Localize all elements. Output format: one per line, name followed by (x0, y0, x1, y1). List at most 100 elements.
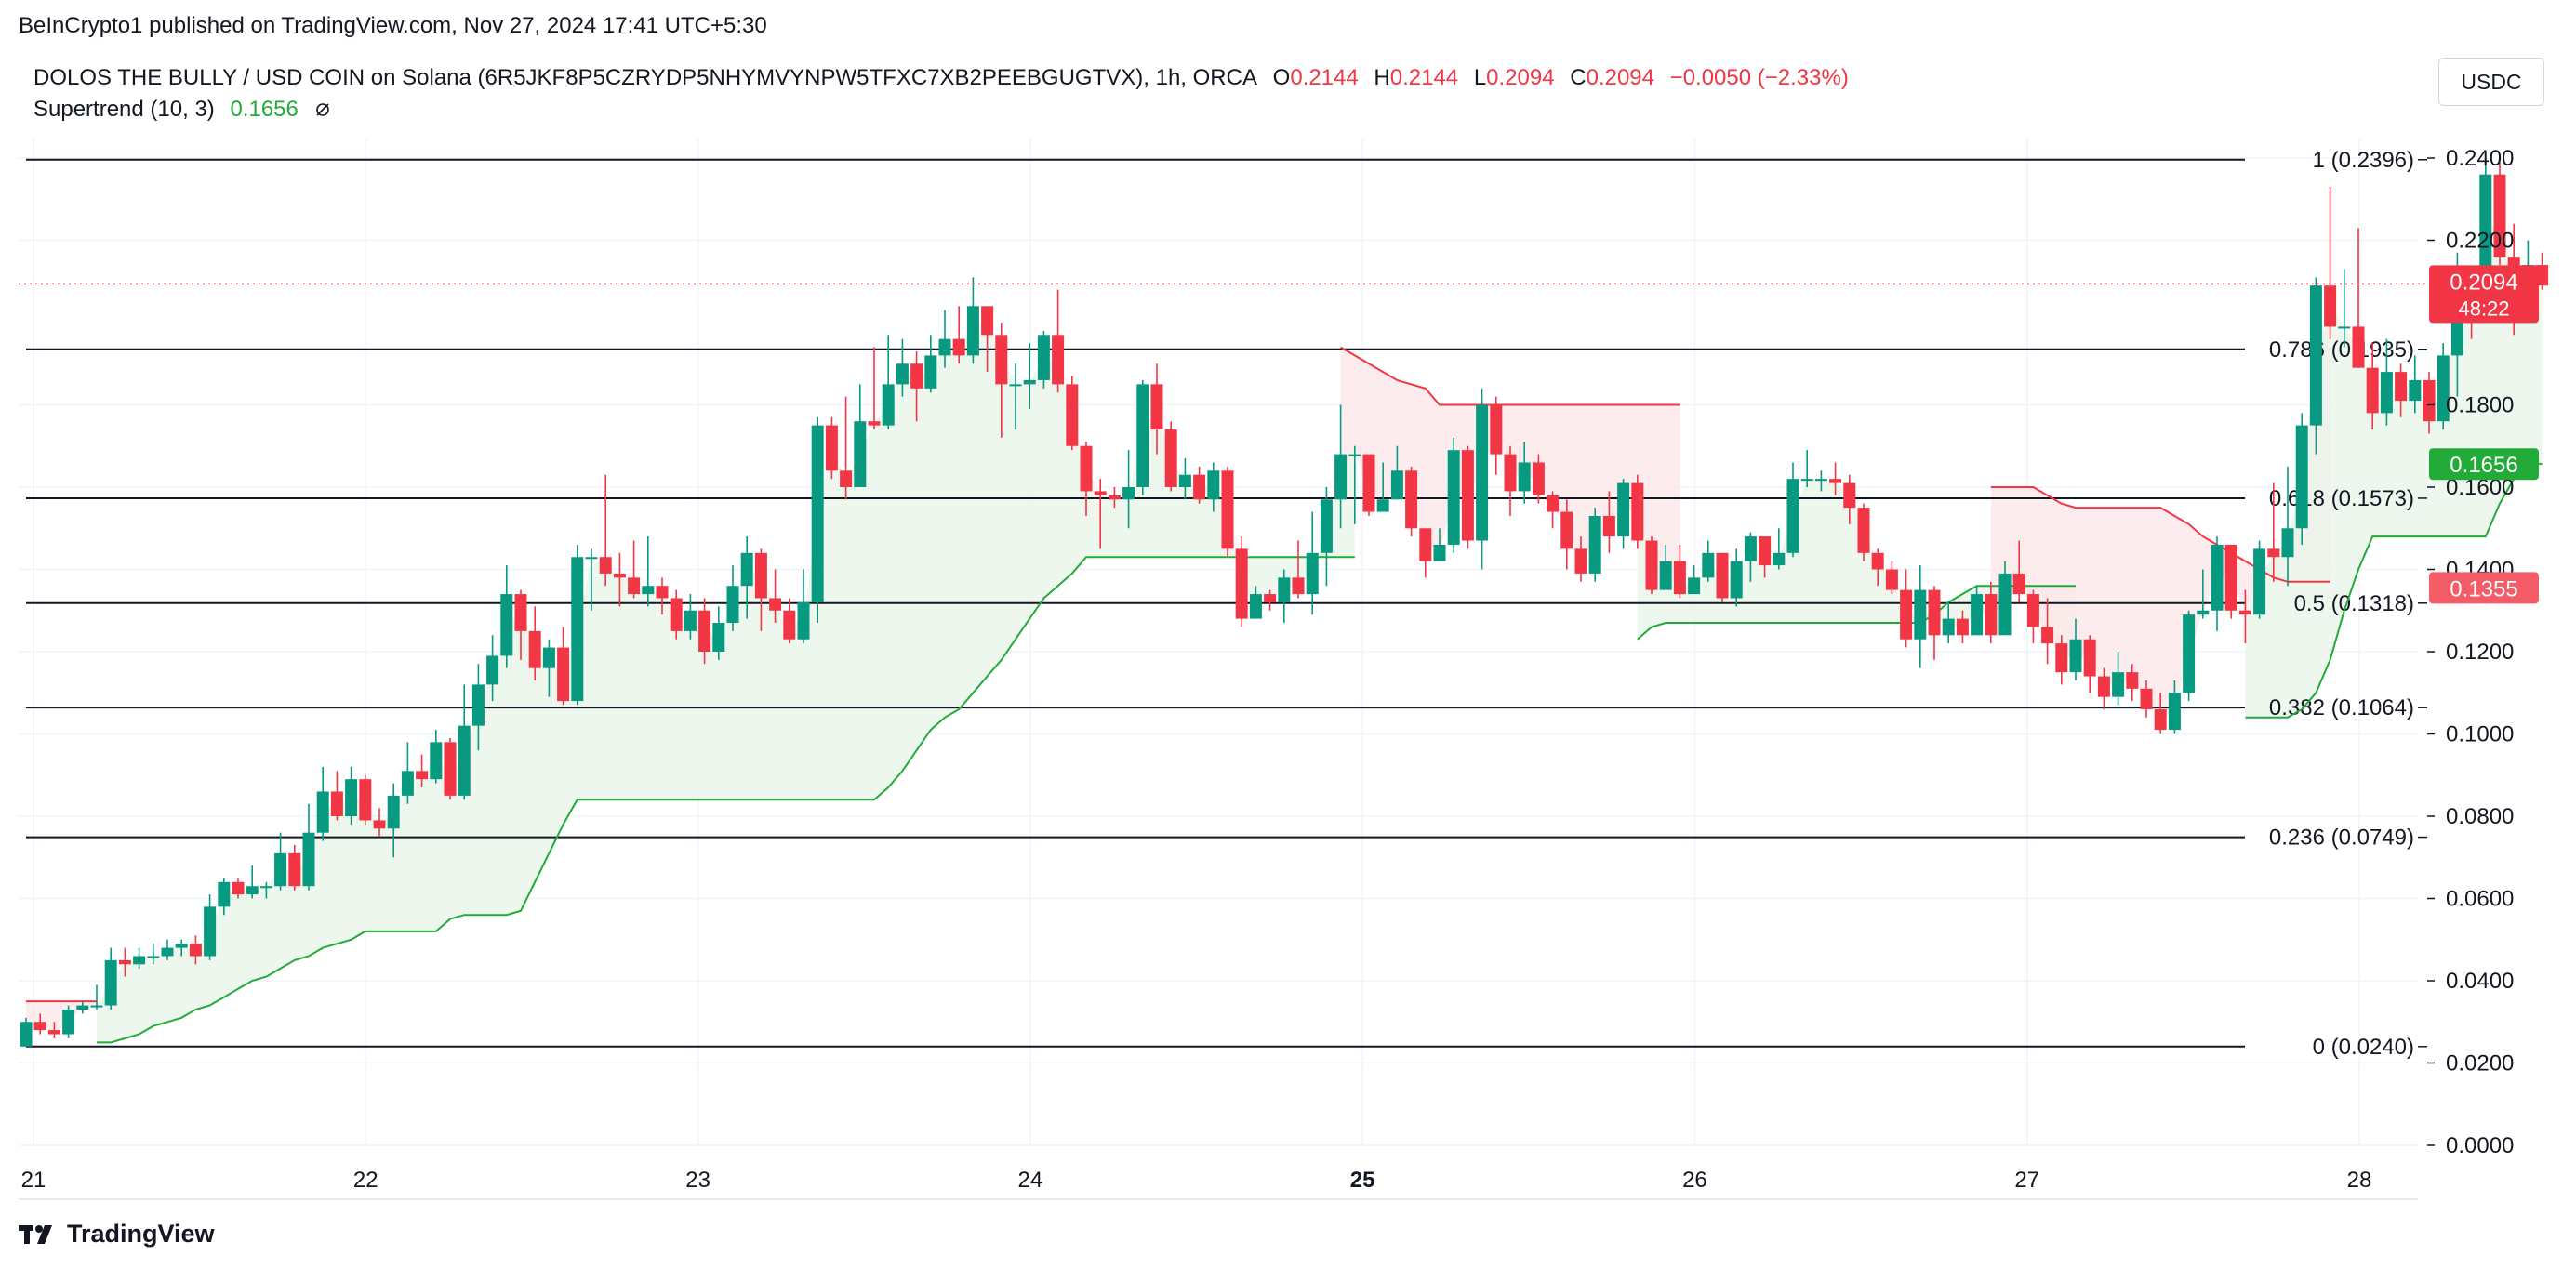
candle (2493, 162, 2506, 266)
candle-body (2309, 285, 2322, 426)
price-badge-value: 0.2094 (2450, 270, 2517, 295)
candle-body (557, 647, 570, 702)
candle (840, 396, 853, 500)
indicator-label[interactable]: Supertrend (10, 3) (33, 97, 215, 122)
candle (1588, 508, 1601, 582)
candle (2338, 269, 2351, 348)
candle (1264, 589, 1277, 611)
candle-body (1631, 482, 1644, 541)
candle (1560, 499, 1573, 570)
candle-body (1292, 577, 1305, 595)
candle (2281, 466, 2294, 587)
candle-body (345, 779, 358, 816)
candle (1376, 462, 1389, 512)
candle-body (1773, 552, 1786, 566)
brand-name: TradingView (67, 1220, 215, 1248)
candle-body (401, 771, 414, 796)
price-axis-label: 0.0200 (2446, 1051, 2514, 1076)
candle-body (330, 791, 343, 816)
candle (373, 808, 386, 838)
candle-body (1122, 487, 1135, 500)
candle (656, 577, 669, 615)
candle-body (2211, 544, 2224, 611)
candle-body (1235, 548, 1248, 619)
candle (1136, 379, 1149, 495)
price-badge-countdown: 48:22 (2458, 297, 2509, 320)
candle (599, 474, 612, 587)
candle-body (542, 647, 555, 668)
candle-body (1659, 561, 1672, 590)
candle-body (274, 852, 287, 887)
candle (430, 730, 443, 784)
candle-body (1956, 618, 1969, 636)
candle (740, 536, 753, 619)
candle (1814, 470, 1827, 492)
candle-body (1744, 536, 1757, 561)
candle (585, 548, 598, 611)
candle (1066, 376, 1079, 451)
candle-body (1476, 404, 1489, 541)
candle-body (2112, 672, 2125, 697)
candle-body (62, 1009, 75, 1035)
candle (2380, 338, 2393, 426)
eye-off-icon[interactable] (314, 97, 331, 122)
candle-body (811, 425, 824, 602)
candle (1306, 511, 1319, 615)
candle-body (1857, 508, 1870, 553)
candle (1532, 454, 1545, 504)
candle (387, 783, 400, 858)
candle (1207, 462, 1220, 512)
candle-body (175, 944, 188, 948)
indicator-legend: Supertrend (10, 3) 0.1656 (33, 97, 331, 123)
candle-body (952, 338, 965, 356)
candle (330, 771, 343, 821)
candle (726, 565, 739, 631)
candle-body (571, 557, 584, 702)
candle-body (416, 771, 429, 780)
candle-body (1814, 479, 1827, 482)
supertrend-down-segment-fill (1990, 306, 2330, 720)
candle (557, 627, 570, 706)
candle (1150, 363, 1163, 455)
candle-body (90, 1005, 103, 1008)
candle-body (1928, 589, 1941, 636)
time-axis-label: 25 (1350, 1168, 1375, 1193)
candle-body (2281, 528, 2294, 558)
candle-body (670, 598, 683, 631)
candle-body (288, 852, 301, 887)
candle (2069, 618, 2082, 680)
candle (1871, 548, 1884, 587)
open-value: 0.2144 (1290, 65, 1359, 90)
candle (1052, 289, 1065, 393)
candle (246, 865, 259, 899)
price-axis-label: 0.0400 (2446, 969, 2514, 994)
candle-body (2083, 639, 2096, 677)
candle (1985, 581, 1998, 644)
time-axis-label: 23 (685, 1168, 710, 1193)
candle (1956, 610, 1969, 644)
candle-body (1419, 528, 1432, 561)
candle (1518, 442, 1531, 504)
candle (161, 939, 174, 960)
tradingview-brand[interactable]: TradingView (19, 1220, 215, 1248)
candle (1122, 450, 1135, 529)
candle-body (840, 470, 853, 487)
candle-body (1688, 577, 1701, 595)
candle (1037, 330, 1050, 389)
candle (302, 803, 315, 891)
candle (2197, 569, 2210, 619)
price-axis-label: 0.1800 (2446, 393, 2514, 418)
candle (2238, 589, 2251, 644)
price-badge: 0.1656 (2429, 448, 2539, 481)
currency-button[interactable]: USDC (2438, 58, 2544, 106)
candle-body (1645, 540, 1658, 590)
candle-body (1998, 573, 2012, 636)
supertrend-fill (26, 216, 2543, 1043)
symbol-title[interactable]: DOLOS THE BULLY / USD COIN on Solana (6R… (33, 65, 1257, 90)
candle-body (2055, 643, 2068, 673)
candle-body (1080, 445, 1093, 492)
candle (1885, 561, 1898, 595)
candle (1094, 479, 1107, 549)
candle (345, 766, 358, 825)
